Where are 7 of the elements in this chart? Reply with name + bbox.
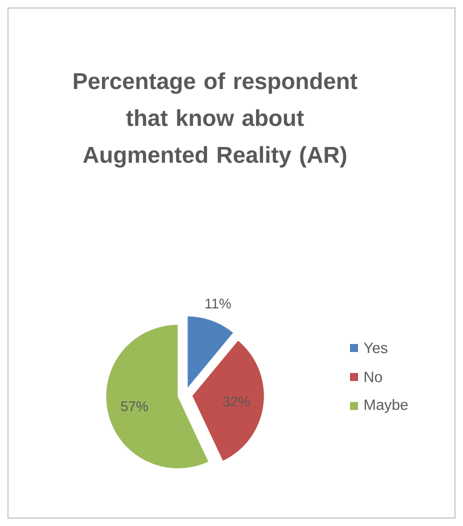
data-label: 32% bbox=[223, 396, 250, 406]
data-label: 57% bbox=[121, 401, 148, 412]
chart-title: Percentage of respondent that know about Augmented Reality (AR) bbox=[74, 72, 358, 168]
legend-label: Maybe bbox=[364, 399, 408, 413]
data-label: 11% bbox=[206, 298, 231, 308]
legend-label: No bbox=[364, 372, 382, 382]
legend-label: Yes bbox=[364, 342, 388, 354]
